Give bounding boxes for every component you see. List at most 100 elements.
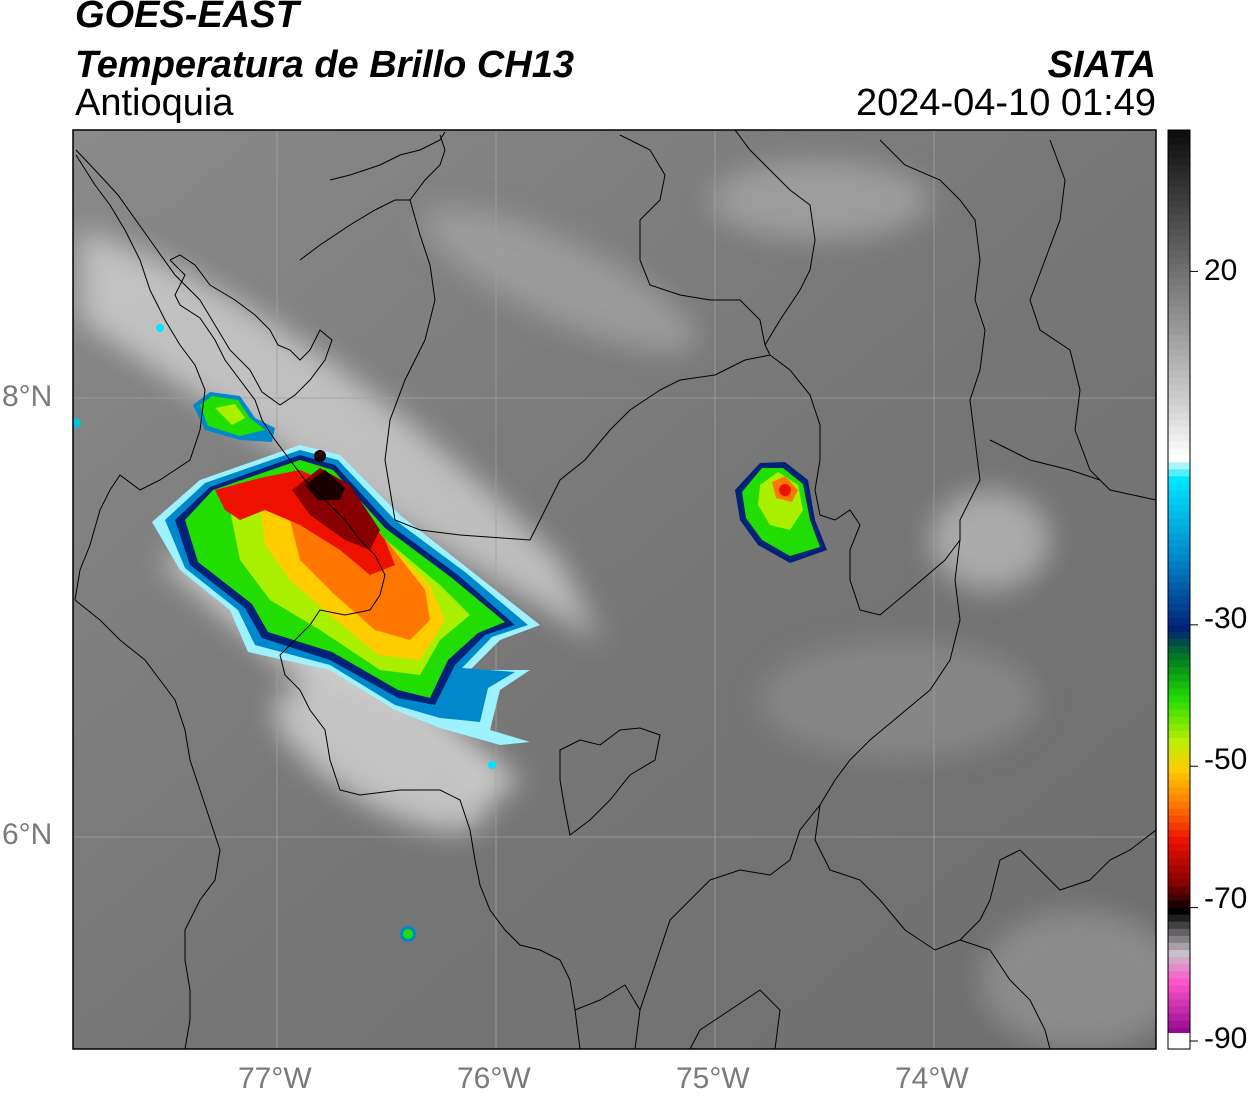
colorbar-segment [1168, 709, 1190, 718]
colorbar-label-minus70: -70 [1204, 882, 1248, 915]
colorbar-segment [1168, 221, 1190, 230]
colorbar-label-minus30: -30 [1204, 602, 1248, 635]
colorbar-segment [1168, 971, 1190, 979]
colorbar-segment [1168, 278, 1190, 287]
colorbar-segment [1168, 426, 1190, 435]
colorbar-segment [1168, 702, 1190, 711]
colorbar-segment [1168, 144, 1190, 152]
colorbar-segment [1168, 151, 1190, 159]
small-cell-east [735, 462, 827, 563]
colorbar-segment [1168, 228, 1190, 237]
colorbar-segment [1168, 377, 1190, 386]
colorbar-segment [1168, 737, 1190, 746]
colorbar-segment [1168, 745, 1190, 753]
boundary-cordoba [384, 199, 436, 521]
colorbar-segment [1168, 285, 1190, 294]
colorbar-segment [1168, 497, 1190, 506]
colorbar-segment [1168, 490, 1190, 499]
colorbar-segment [1168, 759, 1190, 767]
colorbar-segment [1168, 787, 1190, 796]
boundary-panama [74, 154, 206, 601]
colorbar-segment [1168, 398, 1190, 407]
colorbar-ticks [1190, 270, 1198, 1042]
colorbar-segment [1168, 405, 1190, 414]
cirrus-streaks [80, 160, 1156, 1049]
boundary-risaralda [574, 984, 641, 1011]
colorbar-segment [1168, 554, 1190, 562]
colorbar-segment [1168, 766, 1190, 774]
colorbar-segment [1168, 165, 1190, 174]
colorbar-segment [1168, 299, 1190, 308]
colorbar-segment [1168, 582, 1190, 591]
boundary-cesar [1029, 139, 1156, 501]
colorbar-segment [1168, 257, 1190, 265]
boundary-tolima [689, 989, 781, 1049]
colorbar-segment [1168, 638, 1190, 647]
colorbar-segment [1168, 306, 1190, 315]
colorbar-segment [1168, 900, 1190, 909]
colorbar-segment [1168, 886, 1190, 895]
colorbar-segment [1168, 363, 1190, 371]
colorbar-segment [1168, 384, 1190, 393]
lon-label-74w: 74°W [895, 1062, 969, 1095]
colorbar-segment [1168, 674, 1190, 682]
colorbar-segment [1168, 716, 1190, 725]
colorbar-segment [1168, 342, 1190, 350]
colorbar-frame [1167, 129, 1191, 1050]
map-frame [72, 129, 1157, 1050]
region-label: Antioquia [75, 82, 234, 124]
colorbar-segment [1168, 236, 1190, 244]
colorbar-segment [1168, 433, 1190, 442]
colorbar-segment [1168, 942, 1190, 951]
colorbar-segment [1168, 843, 1190, 852]
colorbar-segment [1168, 214, 1190, 223]
colorbar-segment [1168, 483, 1190, 492]
colorbar-segment [1168, 865, 1190, 873]
colorbar-segment [1168, 1027, 1190, 1036]
colorbar-segment [1168, 695, 1190, 704]
colorbar-segment [1168, 1020, 1190, 1029]
colorbar-segment [1168, 243, 1190, 251]
boundary-boyaca [959, 829, 1156, 941]
lat-label-6n: 6°N [2, 818, 53, 851]
colorbar-segment [1168, 780, 1190, 789]
boundary-choco [169, 259, 581, 1049]
colorbar-segment [1168, 858, 1190, 866]
colorbar-segment [1168, 391, 1190, 400]
colorbar-segment [1168, 476, 1190, 485]
colorbar-label-minus90: -90 [1204, 1022, 1248, 1055]
colorbar-segment [1168, 950, 1190, 958]
colorbar-segment [1168, 186, 1190, 195]
colorbar-segment [1168, 836, 1190, 845]
colorbar-segment [1168, 511, 1190, 520]
coastline-morrosquillo [329, 131, 446, 181]
colorbar-segment [1168, 412, 1190, 421]
colorbar-segment [1168, 193, 1190, 202]
colorbar-segment [1168, 271, 1190, 280]
colorbar-segment [1168, 313, 1190, 322]
colorbar-segment [1168, 999, 1190, 1008]
colorbar-segment [1168, 179, 1190, 188]
colorbar-segment [1168, 914, 1190, 923]
colorbar-segment [1168, 250, 1190, 258]
colorbar-segment [1168, 130, 1190, 138]
colorbar-segment [1168, 335, 1190, 343]
colorbar-segment [1168, 589, 1190, 598]
colorbar-segment [1168, 985, 1190, 994]
colorbar-segment [1168, 660, 1190, 668]
colorbar-segment [1168, 292, 1190, 301]
colorbar-segment [1168, 879, 1190, 888]
colorbar-segment [1168, 815, 1190, 824]
colorbar-label-20: 20 [1204, 254, 1238, 287]
colorbar-segment [1168, 653, 1190, 661]
lon-label-76w: 76°W [457, 1062, 531, 1095]
colorbar-segment [1168, 518, 1190, 527]
small-cell-south [400, 761, 496, 942]
colorbar-segment [1168, 469, 1190, 477]
contour-level-minus-70 [305, 470, 345, 500]
coastline-uraba [75, 149, 333, 406]
colorbar-segment [1168, 349, 1190, 357]
colorbar-segment [1168, 568, 1190, 576]
lat-label-8n: 8°N [2, 380, 53, 413]
